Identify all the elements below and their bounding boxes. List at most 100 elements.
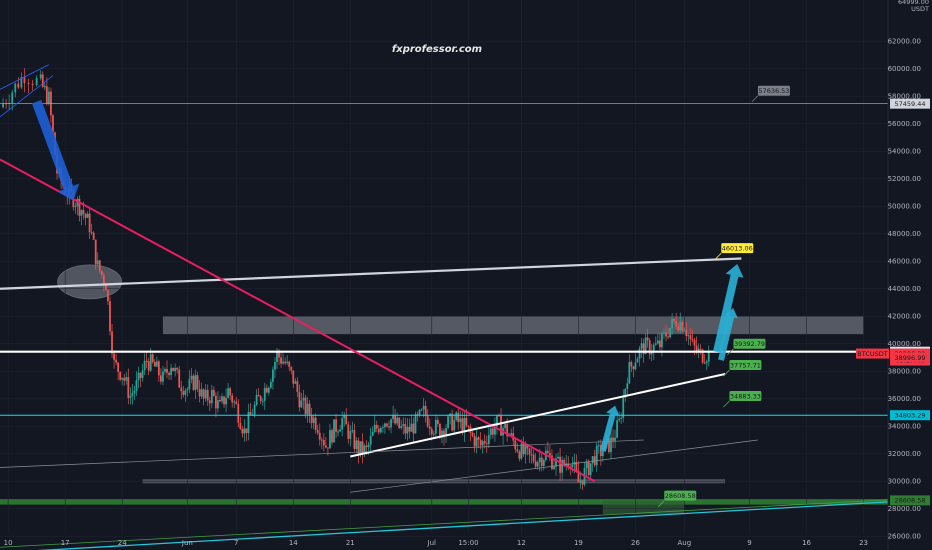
candle-body [305, 398, 307, 415]
candle-body [40, 75, 42, 79]
candle-body [207, 390, 209, 401]
candle-body [500, 416, 502, 436]
candle-body [408, 427, 410, 432]
candle-body [439, 424, 441, 438]
candle-body [168, 373, 170, 375]
price-axis [888, 0, 932, 550]
candle-body [539, 458, 541, 463]
callout-value: 34883.33 [730, 392, 761, 400]
candle-body [694, 340, 696, 346]
candle-body [388, 426, 390, 427]
x-tick-label: 10 [4, 539, 13, 547]
candle-body [164, 369, 166, 372]
candle-body [488, 435, 490, 444]
candle-body [32, 84, 34, 85]
y-tick-label: 28000.00 [888, 505, 921, 513]
candle-body [101, 271, 103, 275]
candle-body [688, 335, 690, 336]
candle-body [635, 362, 637, 369]
candle-body [518, 452, 520, 459]
candle-body [390, 419, 392, 427]
y-tick-label: 32000.00 [888, 450, 921, 458]
candle-body [614, 438, 616, 441]
candle-body [557, 457, 559, 459]
candle-body [394, 415, 396, 424]
candle-body [319, 433, 321, 440]
candle-body [115, 360, 117, 363]
candle-body [598, 445, 600, 446]
candle-body [610, 438, 612, 453]
candle-body [296, 381, 298, 392]
candle-body [657, 341, 659, 344]
candle-body [42, 75, 44, 87]
candle-body [596, 446, 598, 466]
candle-body [182, 391, 184, 395]
candle-body [482, 441, 484, 445]
candle-body [246, 428, 248, 433]
x-tick-label: 15:00 [458, 539, 478, 547]
candle-body [221, 396, 223, 401]
candle-body [162, 372, 164, 382]
candle-body [264, 388, 266, 401]
callout-value: 28608.58 [665, 492, 696, 500]
candle-body [174, 368, 176, 371]
x-tick-label: 12 [517, 539, 526, 547]
y-tick-label: 56000.00 [888, 120, 921, 128]
candle-body [327, 447, 329, 448]
candle-body [329, 430, 331, 448]
y-tick-label: 52000.00 [888, 175, 921, 183]
candle-body [254, 405, 256, 415]
candle-body [616, 420, 618, 437]
candle-body [144, 361, 146, 370]
candle-body [138, 373, 140, 380]
candle-body [461, 418, 463, 432]
x-tick-label: 16 [802, 539, 811, 547]
candle-body [592, 456, 594, 463]
candle-body [315, 418, 317, 430]
candle-body [36, 78, 38, 85]
candle-body [630, 362, 632, 366]
candle-body [172, 368, 174, 371]
candle-body [258, 395, 260, 396]
x-tick-label: 23 [859, 539, 868, 547]
price-tag-value: 28608.58 [894, 497, 925, 505]
candle-body [294, 381, 296, 383]
candle-body [396, 418, 398, 424]
resistance-zone [163, 316, 864, 334]
candle-body [671, 319, 673, 328]
candle-body [476, 437, 478, 446]
candle-body [413, 424, 415, 434]
x-tick-label: 9 [747, 539, 751, 547]
candle-body [46, 86, 48, 103]
candle-body [406, 427, 408, 434]
candle-body [225, 398, 227, 404]
candle-body [307, 404, 309, 415]
candle-body [571, 464, 573, 467]
candle-body [233, 402, 235, 403]
callout-badge: 46013.06 [715, 243, 753, 259]
candle-body [553, 467, 555, 469]
candle-body [366, 446, 368, 447]
candle-body [140, 373, 142, 378]
candle-body [683, 330, 685, 331]
candle-body [241, 429, 243, 434]
candle-body [125, 377, 127, 380]
candle-body [681, 322, 683, 331]
candle-body [431, 429, 433, 435]
candle-body [370, 436, 372, 445]
candle-body [203, 389, 205, 398]
candle-body [158, 361, 160, 375]
candle-body [186, 389, 188, 390]
candle-body [136, 380, 138, 391]
candle-body [453, 420, 455, 431]
y-tick-label: 30000.00 [888, 478, 921, 486]
candle-body [284, 362, 286, 363]
candle-body [154, 362, 156, 367]
callout-value: 46013.06 [722, 244, 753, 252]
candle-body [180, 388, 182, 392]
watermark-text: fxprofessor.com [392, 44, 482, 55]
candle-body [276, 351, 278, 362]
candle-body [639, 349, 641, 359]
